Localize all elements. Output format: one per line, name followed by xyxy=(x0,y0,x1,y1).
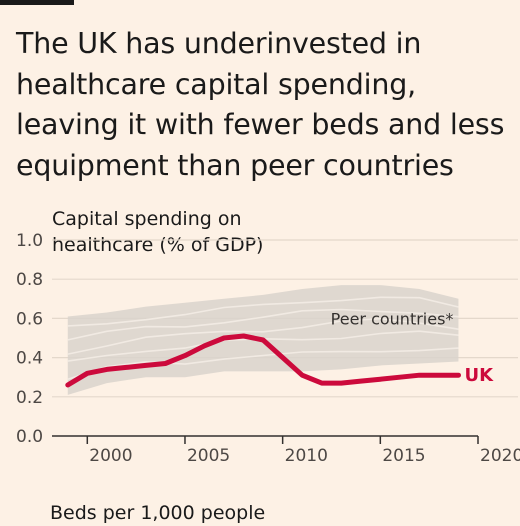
x-tick-label: 2000 xyxy=(89,446,132,466)
x-tick-label: 2005 xyxy=(187,446,230,466)
peer-country-line xyxy=(67,317,459,355)
series-group xyxy=(65,333,461,388)
y-tick-label: 0.0 xyxy=(16,427,43,447)
uk-series-line xyxy=(65,333,461,388)
labels-group: 0.0 0.2 0.4 0.6 0.8 1.0 Peer countries* 2000 200… xyxy=(16,231,520,466)
y-tick-label: 0.4 xyxy=(16,349,43,369)
x-tick-label: 2010 xyxy=(285,446,328,466)
peer-country-line xyxy=(67,347,459,380)
peer-country-line xyxy=(67,296,459,327)
top-accent-bar xyxy=(0,0,74,5)
uk-series-label: UK xyxy=(464,365,494,386)
peer-country-line xyxy=(67,308,459,341)
y-tick-label: 1.0 xyxy=(16,231,43,251)
peer-countries-label: Peer countries* xyxy=(331,309,454,328)
x-tick-label: 2015 xyxy=(382,446,425,466)
y-tick-label: 0.2 xyxy=(16,388,43,408)
y-tick-label: 0.6 xyxy=(16,309,43,329)
next-chart-title: Beds per 1,000 people xyxy=(50,502,266,524)
y-tick-label: 0.8 xyxy=(16,270,43,290)
headline: The UK has underinvested in healthcare c… xyxy=(16,27,505,182)
axes xyxy=(52,435,479,444)
x-tick-label: 2020 xyxy=(480,446,520,466)
